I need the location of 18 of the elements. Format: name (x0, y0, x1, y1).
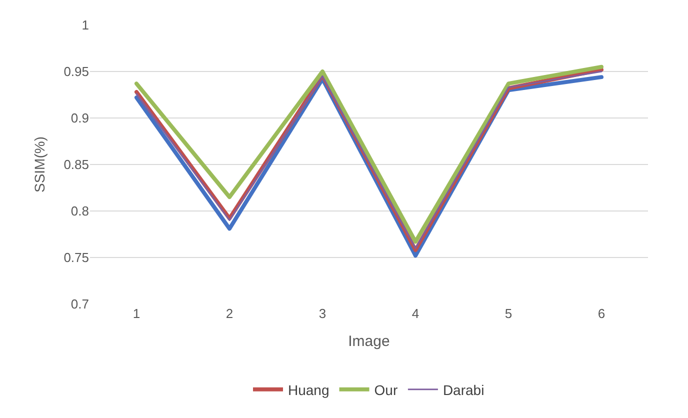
legend-label: Darabi (442, 382, 484, 398)
y-tick-label: 0.75 (64, 250, 89, 266)
y-tick-label: 0.8 (70, 204, 89, 219)
y-tick-label: 0.85 (64, 157, 89, 172)
x-axis-title: Image (348, 333, 390, 350)
y-tick-label: 1 (82, 18, 89, 33)
x-tick-label: 5 (504, 306, 512, 321)
legend-label: Our (374, 382, 398, 398)
x-tick-label: 1 (132, 306, 140, 321)
legend-label: Huang (288, 382, 330, 398)
x-tick-label: 3 (318, 306, 326, 321)
x-tick-label: 2 (226, 306, 234, 321)
y-axis-title: SSIM(%) (31, 136, 48, 192)
y-tick-label: 0.7 (70, 296, 89, 312)
x-tick-label: 6 (598, 306, 606, 321)
y-tick-label: 0.9 (70, 110, 89, 126)
y-tick-label: 0.95 (64, 64, 89, 80)
x-tick-label: 4 (412, 306, 420, 321)
